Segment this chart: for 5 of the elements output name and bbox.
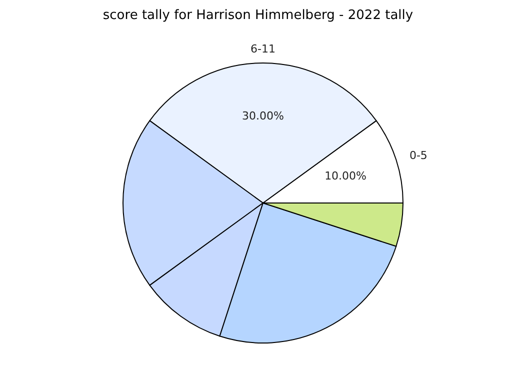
data-label: 30.00% (242, 110, 284, 123)
slice-label: 6-11 (250, 42, 276, 56)
slice-label: 0-5 (409, 148, 428, 162)
chart-title: score tally for Harrison Himmelberg - 2022 tally (102, 8, 414, 25)
data-label: 10.00% (324, 170, 367, 183)
